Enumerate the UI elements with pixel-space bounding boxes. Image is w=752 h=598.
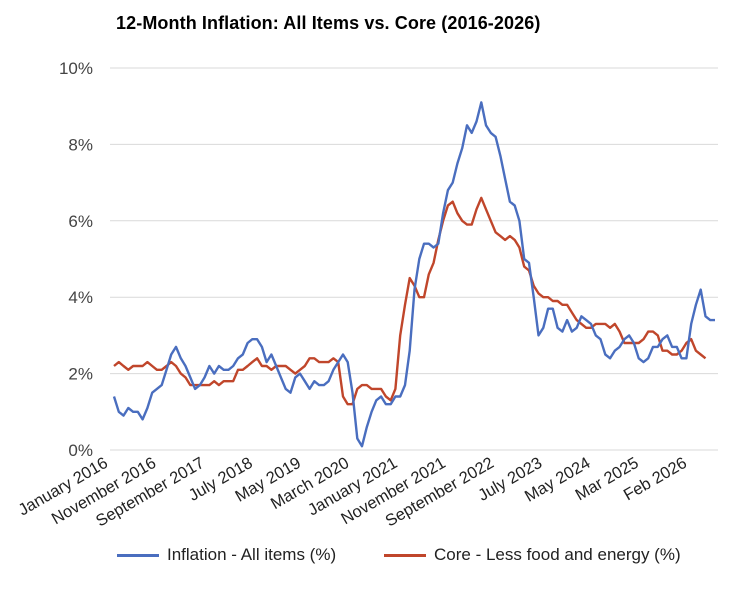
y-tick-label: 10% xyxy=(59,59,93,78)
y-tick-label: 6% xyxy=(68,212,93,231)
y-tick-label: 0% xyxy=(68,441,93,460)
legend-item-all-items: Inflation - All items (%) xyxy=(117,545,336,565)
legend-item-core: Core - Less food and energy (%) xyxy=(384,545,681,565)
series-line-all-items xyxy=(112,101,715,448)
y-tick-label: 4% xyxy=(68,288,93,307)
legend-label-core: Core - Less food and energy (%) xyxy=(434,545,681,564)
y-axis-ticks: 0% 2% 4% 6% 8% 10% xyxy=(59,59,93,460)
series-line-core xyxy=(113,196,707,406)
series-lines xyxy=(112,101,715,448)
legend-label-all-items: Inflation - All items (%) xyxy=(167,545,337,564)
y-tick-label: 2% xyxy=(68,365,93,384)
chart-title: 12-Month Inflation: All Items vs. Core (… xyxy=(116,13,541,33)
legend-swatch-core xyxy=(384,553,426,557)
legend-swatch-all-items xyxy=(117,553,159,557)
gridlines xyxy=(110,67,718,451)
y-tick-label: 8% xyxy=(68,135,93,154)
